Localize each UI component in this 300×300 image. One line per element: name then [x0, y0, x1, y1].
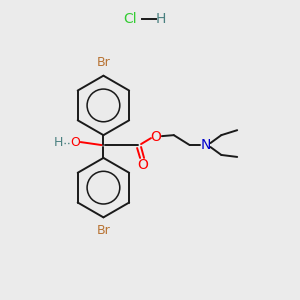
Text: N: N	[200, 138, 211, 152]
Text: Cl: Cl	[123, 12, 137, 26]
Text: H: H	[156, 12, 166, 26]
Text: Br: Br	[97, 56, 110, 69]
Text: O: O	[151, 130, 161, 144]
Text: O: O	[70, 136, 80, 148]
Text: O: O	[138, 158, 148, 172]
Text: H: H	[54, 136, 64, 148]
Text: Br: Br	[97, 224, 110, 237]
